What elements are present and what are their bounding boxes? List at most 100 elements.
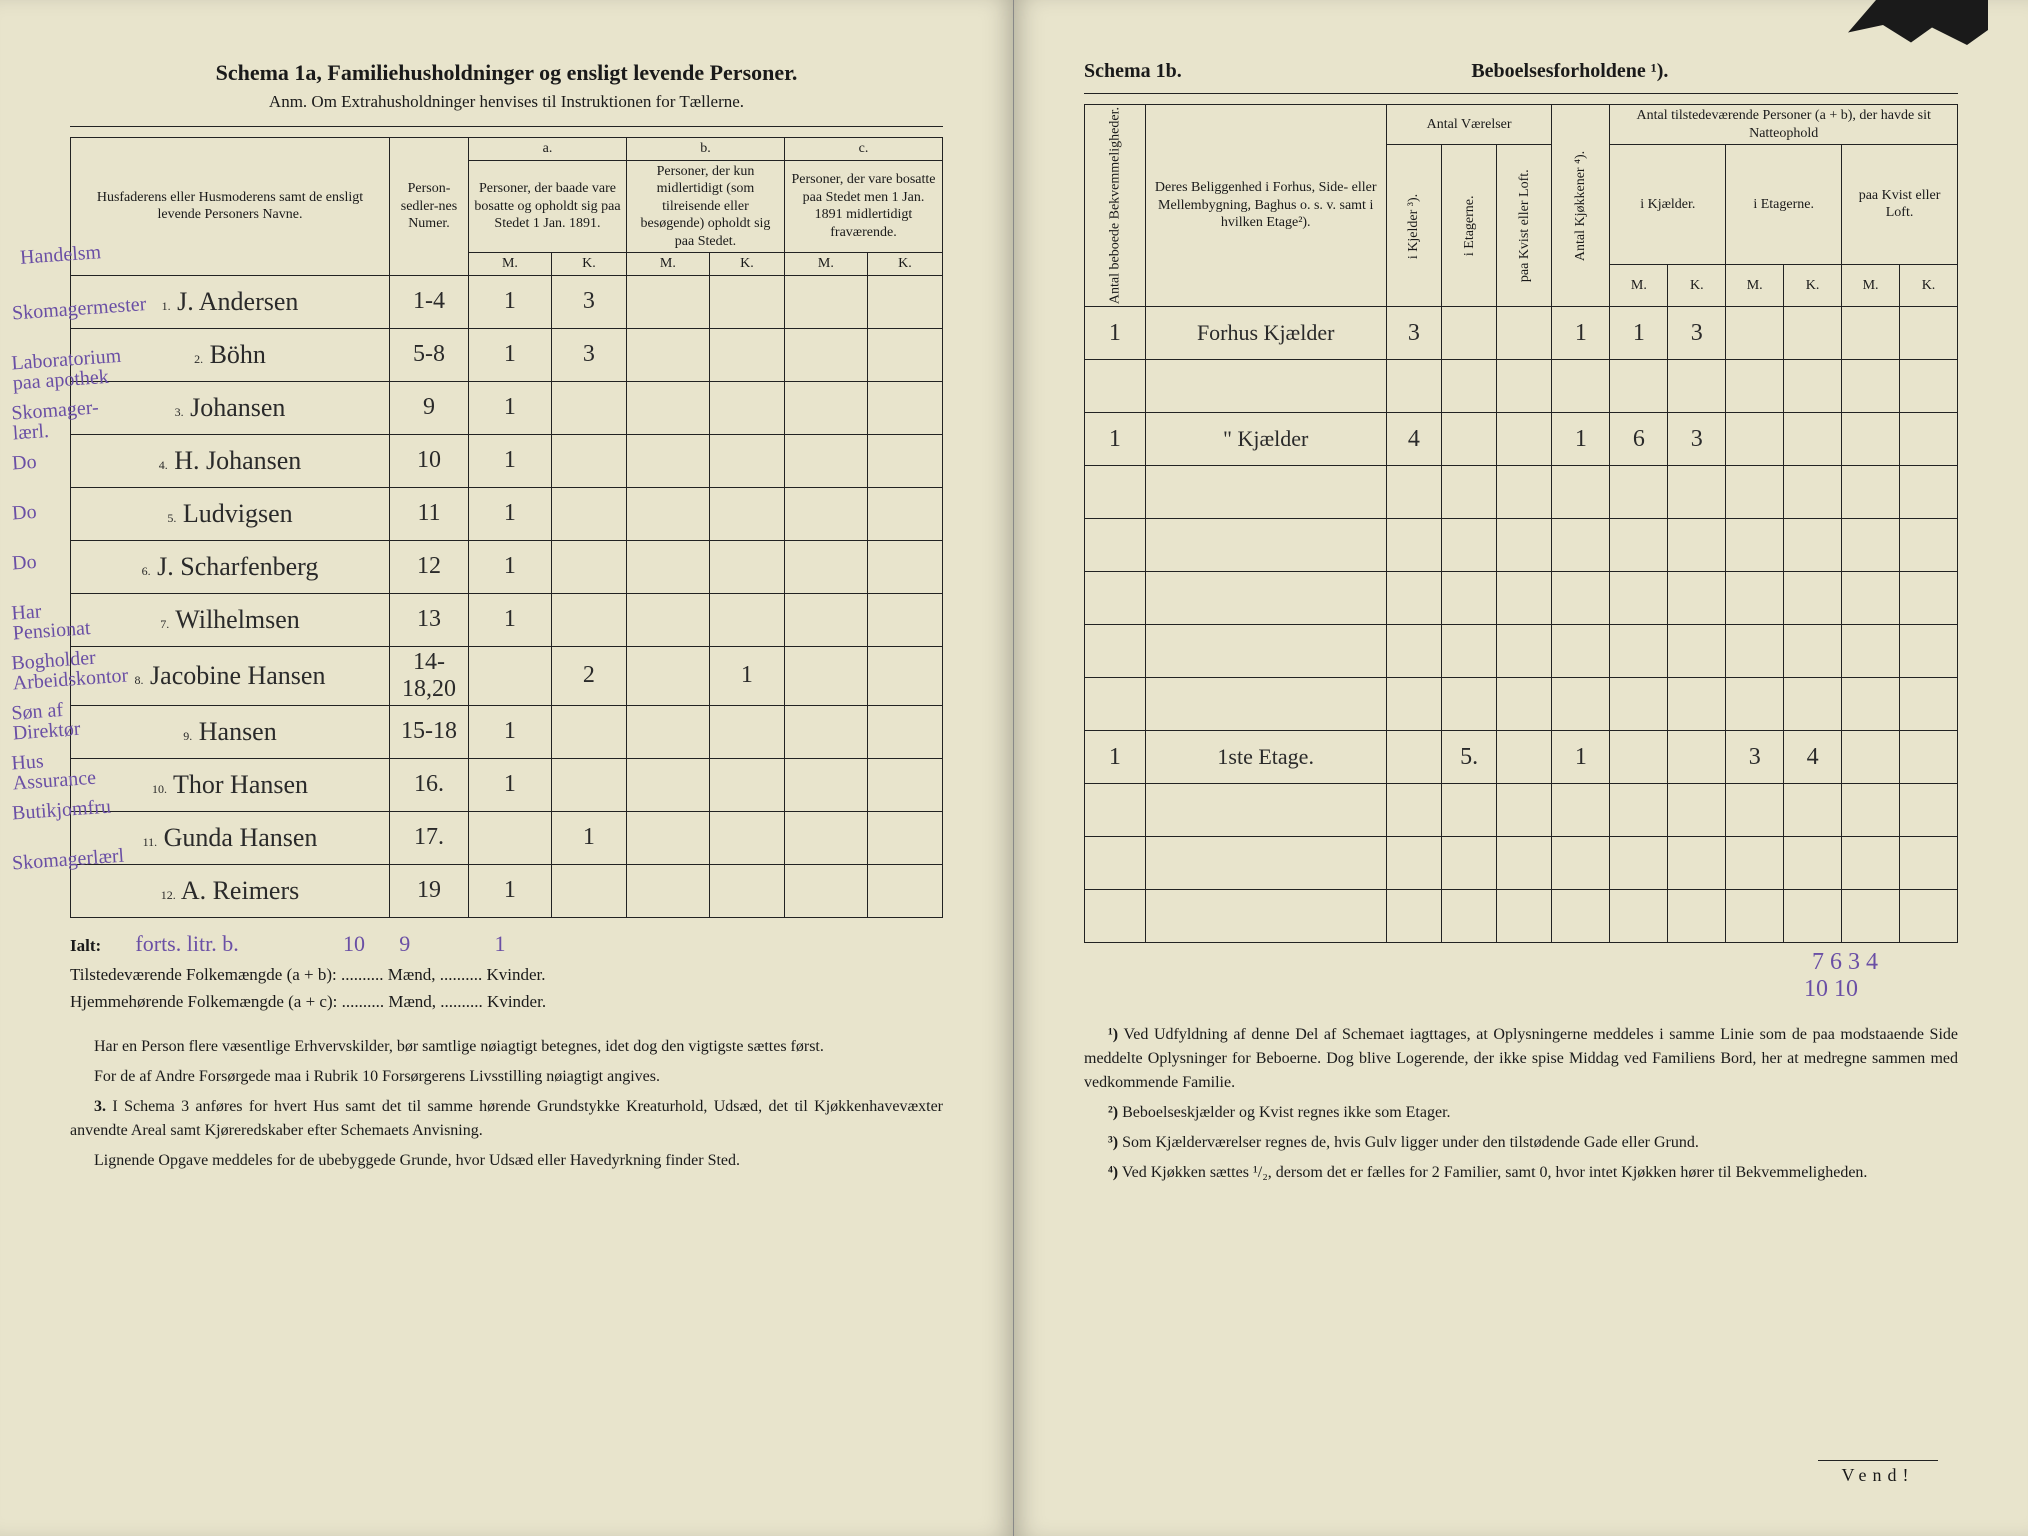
kjok-cell	[1552, 890, 1610, 943]
sedler-cell: 14-18,20	[390, 646, 469, 705]
ck-cell	[867, 593, 942, 646]
petk-cell	[1784, 625, 1842, 678]
kjok-cell	[1552, 519, 1610, 572]
cm-cell	[784, 487, 867, 540]
schema-1b-table: Antal beboede Bekvemmeligheder. Deres Be…	[1084, 104, 1958, 943]
et-cell	[1442, 519, 1497, 572]
schema-1a-table: Husfaderens eller Husmoderens samt de en…	[70, 137, 943, 918]
pkvk-cell	[1900, 837, 1958, 890]
left-page: Schema 1a, Familiehusholdninger og ensli…	[0, 0, 1014, 1536]
petk-cell	[1784, 413, 1842, 466]
table-row: 6. J. Scharfenberg121	[71, 540, 943, 593]
schema-1b-label: Schema 1b.	[1084, 60, 1182, 83]
antal-cell	[1085, 466, 1146, 519]
ialt-note: forts. litr. b.	[135, 931, 238, 956]
pkjm-cell	[1610, 625, 1668, 678]
et-cell	[1442, 784, 1497, 837]
table-row: 8. Jacobine Hansen14-18,2021	[71, 646, 943, 705]
belig-cell	[1145, 678, 1386, 731]
petm-cell	[1726, 572, 1784, 625]
belig-cell	[1145, 572, 1386, 625]
table-row	[1085, 519, 1958, 572]
antal-cell	[1085, 519, 1146, 572]
pkvm-cell	[1842, 625, 1900, 678]
kj-cell	[1386, 572, 1441, 625]
table-row: 11. Gunda Hansen17.1	[71, 811, 943, 864]
antal-cell	[1085, 837, 1146, 890]
totals-block: Ialt: forts. litr. b. 10 9 1 Tilstedevær…	[70, 926, 943, 1016]
et-cell	[1442, 307, 1497, 360]
ak-cell	[551, 434, 626, 487]
am-cell: 1	[469, 275, 552, 328]
foot3-label: 3.	[94, 1098, 106, 1115]
col-a-top: a.	[469, 138, 627, 161]
petk-cell	[1784, 360, 1842, 413]
ck-cell	[867, 864, 942, 917]
bk-cell	[709, 758, 784, 811]
pkjm-cell: 6	[1610, 413, 1668, 466]
ialt-ak: 9	[399, 931, 410, 956]
pkvm-cell	[1842, 307, 1900, 360]
margin-note: Hus Assurance	[11, 747, 114, 794]
antal-cell	[1085, 572, 1146, 625]
et-cell	[1442, 360, 1497, 413]
petm-cell	[1726, 625, 1784, 678]
kv-cell	[1497, 466, 1552, 519]
table-row	[1085, 890, 1958, 943]
cm-cell	[784, 758, 867, 811]
table-row: 1. J. Andersen1-413	[71, 275, 943, 328]
fn2-label: ²)	[1108, 1104, 1118, 1121]
kj-cell	[1386, 731, 1441, 784]
tilstede-line: Tilstedeværende Folkemængde (a + b): ...…	[70, 965, 546, 984]
petm-cell	[1726, 678, 1784, 731]
am-cell: 1	[469, 434, 552, 487]
name-cell: 9. Hansen	[71, 705, 390, 758]
table-row: 12. A. Reimers191	[71, 864, 943, 917]
kjok-cell	[1552, 625, 1610, 678]
rule	[1084, 93, 1958, 94]
mk: M.	[784, 253, 867, 276]
ak-cell: 3	[551, 275, 626, 328]
ck-cell	[867, 434, 942, 487]
et-cell	[1442, 572, 1497, 625]
et-cell: 5.	[1442, 731, 1497, 784]
pkvm-cell	[1842, 784, 1900, 837]
antal-cell	[1085, 890, 1146, 943]
pkjm-cell	[1610, 837, 1668, 890]
bk-cell	[709, 705, 784, 758]
belig-cell	[1145, 837, 1386, 890]
bm-cell	[626, 593, 709, 646]
ck-cell	[867, 275, 942, 328]
schema-1a-title: Schema 1a, Familiehusholdninger og ensli…	[70, 60, 943, 86]
col-sedler: Person-sedler-nes Numer.	[390, 138, 469, 276]
ck-cell	[867, 811, 942, 864]
am-cell	[469, 646, 552, 705]
margin-note: Bogholder Arbeidskontor	[11, 647, 114, 694]
belig-cell: " Kjælder	[1145, 413, 1386, 466]
right-page: Schema 1b. Beboelsesforholdene ¹). Antal…	[1014, 0, 2028, 1536]
table-row: 10. Thor Hansen16.1	[71, 758, 943, 811]
pkvm-cell	[1842, 890, 1900, 943]
petm-cell	[1726, 519, 1784, 572]
petm-cell	[1726, 784, 1784, 837]
cm-cell	[784, 646, 867, 705]
pkjk-cell	[1668, 572, 1726, 625]
bm-cell	[626, 864, 709, 917]
foot4: Lignende Opgave meddeles for de ubebygge…	[70, 1149, 943, 1173]
kjok-cell	[1552, 784, 1610, 837]
am-cell: 1	[469, 758, 552, 811]
ak-cell	[551, 705, 626, 758]
petm-cell	[1726, 360, 1784, 413]
sedler-cell: 10	[390, 434, 469, 487]
fn3-label: ³)	[1108, 1134, 1118, 1151]
col-p-kj: i Kjælder.	[1610, 145, 1726, 265]
bm-cell	[626, 328, 709, 381]
sedler-cell: 16.	[390, 758, 469, 811]
col-bebo: Antal beboede Bekvemmeligheder.	[1085, 105, 1146, 307]
fn3: Som Kjælderværelser regnes de, hvis Gulv…	[1122, 1134, 1699, 1151]
pkjm-cell: 1	[1610, 307, 1668, 360]
pkjk-cell: 3	[1668, 413, 1726, 466]
antal-cell	[1085, 360, 1146, 413]
sedler-cell: 19	[390, 864, 469, 917]
kjok-cell	[1552, 360, 1610, 413]
